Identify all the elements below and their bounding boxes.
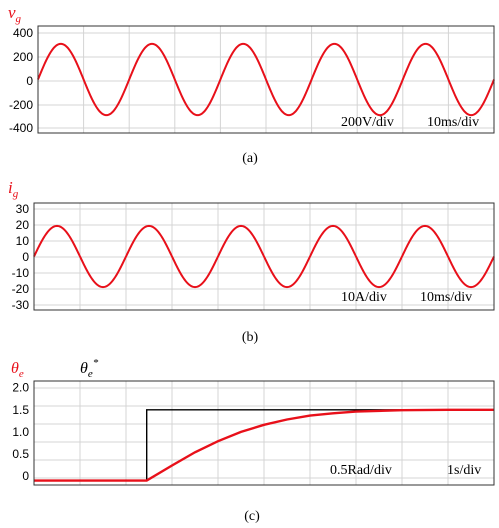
y-tick-label: -10: [12, 266, 30, 280]
y-tick-label: 2.0: [12, 381, 29, 395]
panel-a: vg 400 200 0 -200 -400 200V/div 10ms/div (a): [8, 3, 495, 166]
panel-c: θe θe* 2.0 1.5 1.0 0.5 0 0.5Rad/div 1s/div (…: [11, 357, 495, 524]
y-tick-label: -30: [12, 298, 30, 312]
panel-a-ytick-labels: 400 200 0 -200 -400: [9, 26, 33, 135]
panel-c-rad-scale: 0.5Rad/div: [330, 463, 392, 478]
panel-b-current-trace: [33, 224, 495, 289]
panel-c-ytick-labels: 2.0 1.5 1.0 0.5 0: [12, 381, 29, 484]
panel-b-amp-scale: 10A/div: [341, 290, 387, 305]
panel-a-volt-scale: 200V/div: [341, 115, 394, 130]
y-tick-label: 0.5: [12, 447, 29, 461]
y-tick-label: -20: [12, 282, 30, 296]
estimated-angle-trace: [34, 408, 494, 482]
legend-theta-e-ref: θe*: [80, 357, 99, 380]
legend-theta-e: θe: [11, 360, 24, 380]
y-tick-label: 0: [22, 469, 29, 483]
panel-b: ig 30 20 10 0 -10 -20 -30 10A/div 10ms/div (b): [8, 178, 495, 345]
panel-b-ytick-labels: 30 20 10 0 -10 -20 -30: [12, 202, 30, 312]
y-tick-label: 0: [22, 250, 29, 264]
y-tick-label: 0: [26, 74, 33, 88]
panel-c-grid: [34, 381, 494, 485]
panel-c-plot-frame: [33, 380, 495, 486]
y-tick-label: 10: [16, 234, 30, 248]
panel-a-caption: (a): [242, 151, 258, 166]
y-tick-label: 400: [13, 26, 33, 40]
panel-b-caption: (b): [242, 330, 259, 345]
y-tick-label: 30: [16, 202, 30, 216]
y-tick-label: 1.5: [12, 403, 29, 417]
y-tick-label: 20: [16, 218, 30, 232]
y-tick-label: -200: [9, 98, 33, 112]
panel-a-grid: [38, 26, 494, 133]
panel-b-symbol: ig: [8, 178, 19, 200]
y-tick-label: -400: [9, 121, 33, 135]
panel-a-symbol: vg: [8, 3, 22, 25]
panel-b-plot-frame: [33, 202, 495, 311]
panel-a-plot-frame: [37, 25, 495, 134]
y-tick-label: 200: [13, 50, 33, 64]
panel-c-caption: (c): [244, 509, 260, 524]
panel-a-time-scale: 10ms/div: [427, 115, 479, 130]
y-tick-label: 1.0: [12, 425, 29, 439]
panel-b-time-scale: 10ms/div: [420, 290, 472, 305]
panel-a-voltage-trace: [37, 42, 495, 117]
panel-c-time-scale: 1s/div: [447, 463, 481, 478]
